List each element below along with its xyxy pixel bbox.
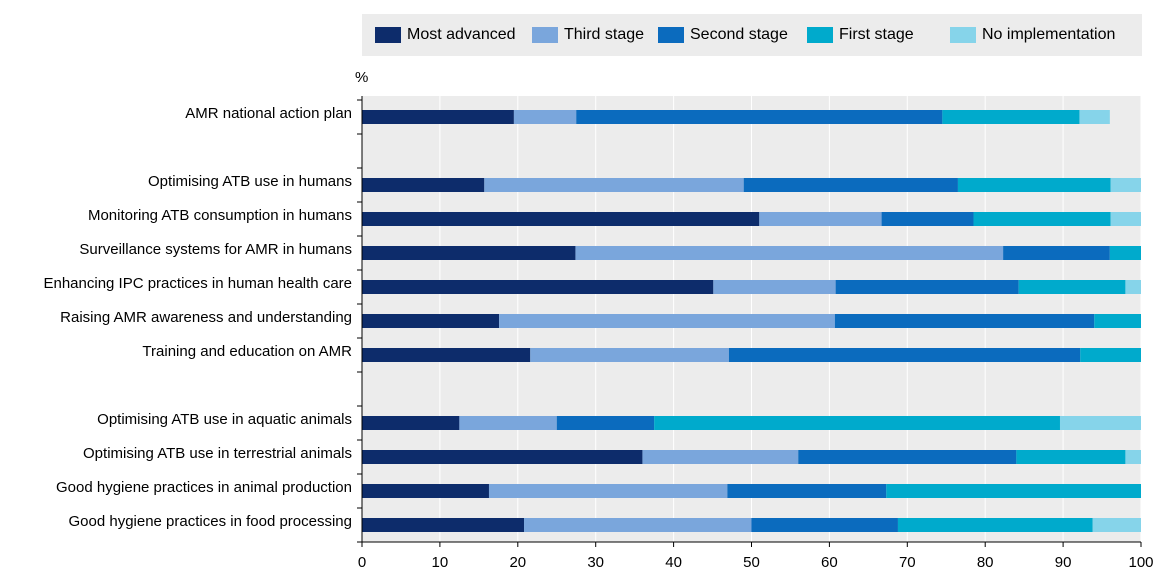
- bar-segment-first-stage-9: [654, 416, 1060, 430]
- bar-segment-third-stage-9: [459, 416, 557, 430]
- bar-segment-first-stage-6: [1094, 314, 1141, 328]
- x-tick-label: 100: [1128, 554, 1153, 571]
- bar-segment-second-stage-5: [835, 280, 1019, 294]
- x-tick-label: 30: [587, 554, 604, 571]
- category-label: Good hygiene practices in food processin…: [68, 513, 352, 530]
- x-tick-label: 70: [899, 554, 916, 571]
- bar-segment-no-implementation-5: [1125, 280, 1141, 294]
- category-label: Optimising ATB use in terrestrial animal…: [83, 445, 352, 462]
- bar-segment-second-stage-11: [727, 484, 887, 498]
- bar-segment-second-stage-7: [728, 348, 1081, 362]
- bar-segment-third-stage-12: [524, 518, 752, 532]
- x-tick-label: 20: [509, 554, 526, 571]
- legend-label: No implementation: [982, 26, 1115, 43]
- legend-swatch: [658, 27, 684, 43]
- bar-segment-first-stage-11: [886, 484, 1141, 498]
- bar-segment-first-stage-7: [1080, 348, 1141, 362]
- bar-segment-second-stage-6: [834, 314, 1095, 328]
- bar-segment-second-stage-9: [556, 416, 655, 430]
- x-tick-label: 0: [358, 554, 366, 571]
- bar-segment-first-stage-4: [1109, 246, 1141, 260]
- bar-segment-second-stage-4: [1003, 246, 1110, 260]
- category-label: Surveillance systems for AMR in humans: [79, 241, 352, 258]
- bar-segment-second-stage-0: [576, 110, 943, 124]
- legend-swatch: [950, 27, 976, 43]
- bar-segment-most-advanced-9: [362, 416, 460, 430]
- bar-segment-no-implementation-10: [1125, 450, 1141, 464]
- legend-swatch: [807, 27, 833, 43]
- category-labels: AMR national action plan Optimising ATB u…: [43, 105, 352, 530]
- bar-segment-most-advanced-3: [362, 212, 760, 226]
- category-label: AMR national action plan: [185, 105, 352, 122]
- bar-segment-third-stage-3: [759, 212, 882, 226]
- bar-segment-third-stage-6: [499, 314, 835, 328]
- category-label: Training and education on AMR: [142, 343, 352, 360]
- bar-segment-first-stage-2: [957, 178, 1111, 192]
- bar-segment-first-stage-12: [897, 518, 1093, 532]
- bar-segment-second-stage-3: [881, 212, 974, 226]
- bar-segment-first-stage-10: [1016, 450, 1126, 464]
- bars: [362, 110, 1141, 532]
- bar-segment-second-stage-2: [743, 178, 958, 192]
- bar-segment-most-advanced-10: [362, 450, 643, 464]
- bar-segment-third-stage-7: [530, 348, 729, 362]
- bar-segment-third-stage-10: [642, 450, 799, 464]
- bar-segment-most-advanced-2: [362, 178, 485, 192]
- legend-label: First stage: [839, 26, 914, 43]
- legend-label: Third stage: [564, 26, 644, 43]
- bar-segment-no-implementation-12: [1092, 518, 1141, 532]
- category-label: Optimising ATB use in aquatic animals: [97, 411, 352, 428]
- x-tick-label: 80: [977, 554, 994, 571]
- bar-segment-first-stage-5: [1018, 280, 1126, 294]
- legend-swatch: [375, 27, 401, 43]
- legend-label: Second stage: [690, 26, 788, 43]
- x-tick-label: 10: [432, 554, 449, 571]
- x-tick-label: 40: [665, 554, 682, 571]
- bar-segment-second-stage-12: [751, 518, 898, 532]
- x-tick-label: 90: [1055, 554, 1072, 571]
- bar-segment-no-implementation-9: [1059, 416, 1141, 430]
- bar-segment-most-advanced-0: [362, 110, 514, 124]
- bar-segment-most-advanced-5: [362, 280, 714, 294]
- x-tick-label: 50: [743, 554, 760, 571]
- y-axis-unit-label: %: [355, 69, 368, 86]
- bar-segment-third-stage-0: [513, 110, 577, 124]
- bar-segment-no-implementation-0: [1079, 110, 1110, 124]
- bar-segment-no-implementation-2: [1110, 178, 1141, 192]
- category-label: Optimising ATB use in humans: [148, 173, 352, 190]
- bar-segment-most-advanced-4: [362, 246, 576, 260]
- bar-segment-first-stage-0: [942, 110, 1080, 124]
- category-label: Monitoring ATB consumption in humans: [88, 207, 352, 224]
- bar-segment-third-stage-11: [488, 484, 728, 498]
- bar-segment-third-stage-4: [575, 246, 1004, 260]
- category-label: Raising AMR awareness and understanding: [60, 309, 352, 326]
- bar-segment-second-stage-10: [798, 450, 1017, 464]
- category-label: Enhancing IPC practices in human health …: [43, 275, 352, 292]
- x-axis-ticks: 0 10 20 30 40 50 60 70 80 90 100: [358, 542, 1154, 571]
- legend-label: Most advanced: [407, 26, 516, 43]
- bar-segment-third-stage-2: [484, 178, 744, 192]
- bar-segment-third-stage-5: [713, 280, 836, 294]
- legend-swatch: [532, 27, 558, 43]
- legend-background: [362, 14, 1142, 56]
- bar-segment-first-stage-3: [973, 212, 1111, 226]
- chart-legend: Most advanced Third stage Second stage Firs…: [362, 14, 1142, 56]
- x-tick-label: 60: [821, 554, 838, 571]
- bar-segment-most-advanced-7: [362, 348, 531, 362]
- category-label: Good hygiene practices in animal product…: [56, 479, 352, 496]
- bar-segment-most-advanced-12: [362, 518, 525, 532]
- bar-segment-most-advanced-6: [362, 314, 500, 328]
- bar-segment-most-advanced-11: [362, 484, 489, 498]
- bar-segment-no-implementation-3: [1110, 212, 1141, 226]
- plot-area: AMR national action plan Optimising ATB u…: [43, 96, 1154, 571]
